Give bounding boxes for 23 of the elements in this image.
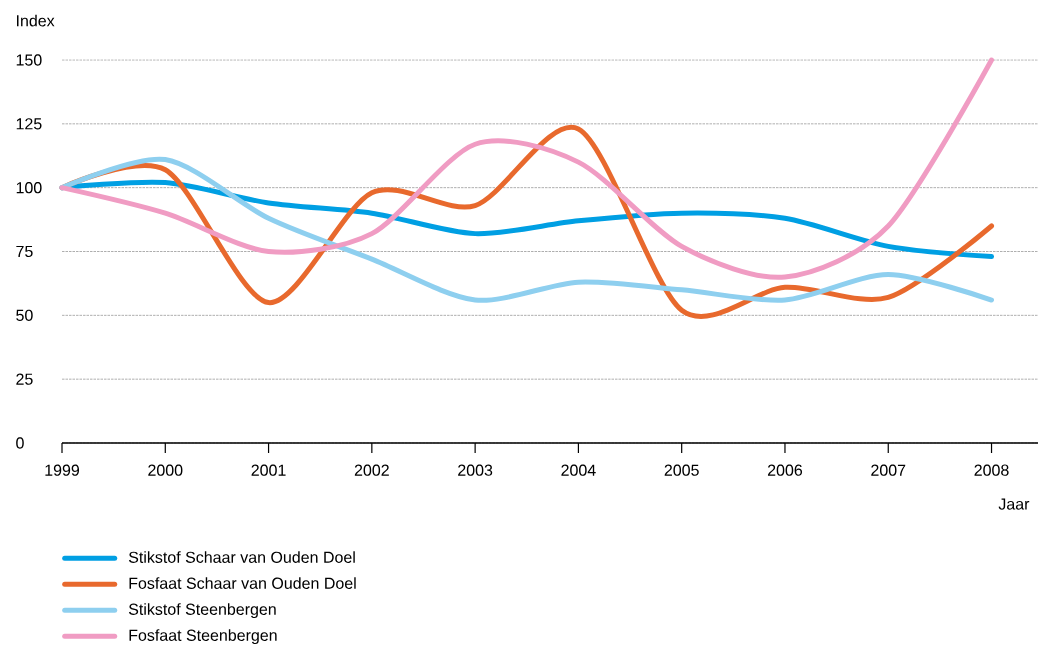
- x-tick-label: 2007: [871, 464, 906, 476]
- y-tick-label: 0: [16, 437, 24, 449]
- y-axis-title: Index: [17, 14, 55, 27]
- legend-label: Stikstof Steenbergen: [128, 603, 276, 619]
- x-tick-label: 2008: [974, 464, 1009, 476]
- x-tick-label: 2003: [458, 464, 493, 476]
- y-tick-label: 100: [16, 182, 42, 194]
- y-tick-label: 25: [16, 373, 33, 385]
- x-tick-label: 2000: [148, 464, 183, 476]
- x-axis-title: Jaar: [998, 498, 1030, 510]
- x-tick-label: 1999: [45, 464, 80, 476]
- x-tick-label: 2004: [561, 464, 596, 476]
- legend-label: Fosfaat Steenbergen: [129, 629, 277, 645]
- y-tick-label: 75: [16, 245, 33, 258]
- y-tick-label: 125: [16, 118, 42, 130]
- y-tick-label: 150: [16, 54, 42, 66]
- y-tick-label: 50: [16, 309, 33, 321]
- x-tick-label: 2001: [251, 464, 286, 476]
- x-tick-label: 2006: [767, 464, 803, 476]
- x-tick-label: 2002: [354, 464, 389, 476]
- legend-label: Fosfaat Schaar van Ouden Doel: [129, 577, 356, 589]
- x-tick-label: 2005: [664, 464, 699, 476]
- legend-label: Stikstof Schaar van Ouden Doel: [128, 551, 355, 563]
